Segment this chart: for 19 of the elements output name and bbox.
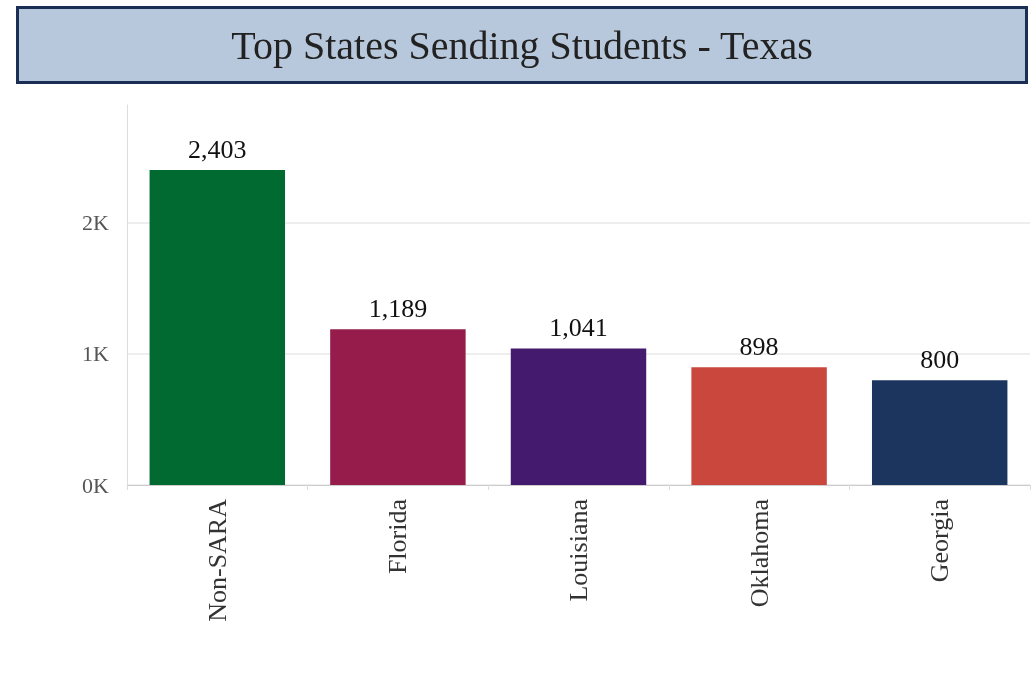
- y-tick-label: 1K: [82, 341, 110, 367]
- x-tick-label: Oklahoma: [744, 498, 774, 608]
- data-label: 1,189: [368, 293, 428, 323]
- y-tick-label: 2K: [82, 210, 110, 236]
- chart-title: Top States Sending Students - Texas: [16, 6, 1028, 84]
- bar: [149, 170, 286, 485]
- x-tick-label: Florida: [383, 498, 413, 575]
- bar: [510, 348, 647, 485]
- bar: [871, 380, 1008, 485]
- bar: [691, 367, 827, 485]
- bar: [330, 329, 466, 485]
- data-label: 2,403: [188, 134, 247, 164]
- data-label: 898: [739, 331, 779, 361]
- y-tick-label: 0K: [82, 472, 110, 498]
- data-label: 800: [920, 344, 960, 374]
- data-label: 1,041: [549, 313, 608, 343]
- x-tick-label: Louisiana: [564, 498, 593, 602]
- x-tick-label: Georgia: [925, 498, 955, 583]
- x-tick-label: Non-SARA: [202, 498, 232, 622]
